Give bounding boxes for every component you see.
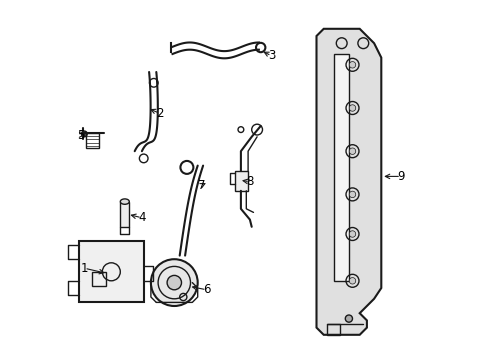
Text: 2: 2 (156, 107, 163, 120)
Text: 1: 1 (81, 262, 88, 275)
Circle shape (348, 62, 355, 68)
FancyBboxPatch shape (120, 202, 129, 227)
Polygon shape (334, 54, 348, 281)
Circle shape (348, 148, 355, 154)
Text: 4: 4 (138, 211, 145, 224)
Text: 9: 9 (397, 170, 404, 183)
FancyBboxPatch shape (79, 241, 143, 302)
Circle shape (348, 278, 355, 284)
Circle shape (81, 131, 87, 137)
Ellipse shape (120, 199, 129, 204)
Circle shape (348, 231, 355, 237)
Polygon shape (316, 29, 381, 335)
Text: 5: 5 (77, 129, 84, 141)
Text: 8: 8 (246, 175, 253, 188)
Circle shape (345, 315, 352, 322)
Circle shape (348, 191, 355, 198)
FancyBboxPatch shape (235, 171, 247, 191)
Circle shape (348, 105, 355, 111)
Circle shape (151, 259, 197, 306)
Text: 7: 7 (197, 179, 204, 192)
Circle shape (167, 275, 181, 290)
Text: 6: 6 (203, 283, 210, 296)
Text: 3: 3 (267, 49, 275, 62)
